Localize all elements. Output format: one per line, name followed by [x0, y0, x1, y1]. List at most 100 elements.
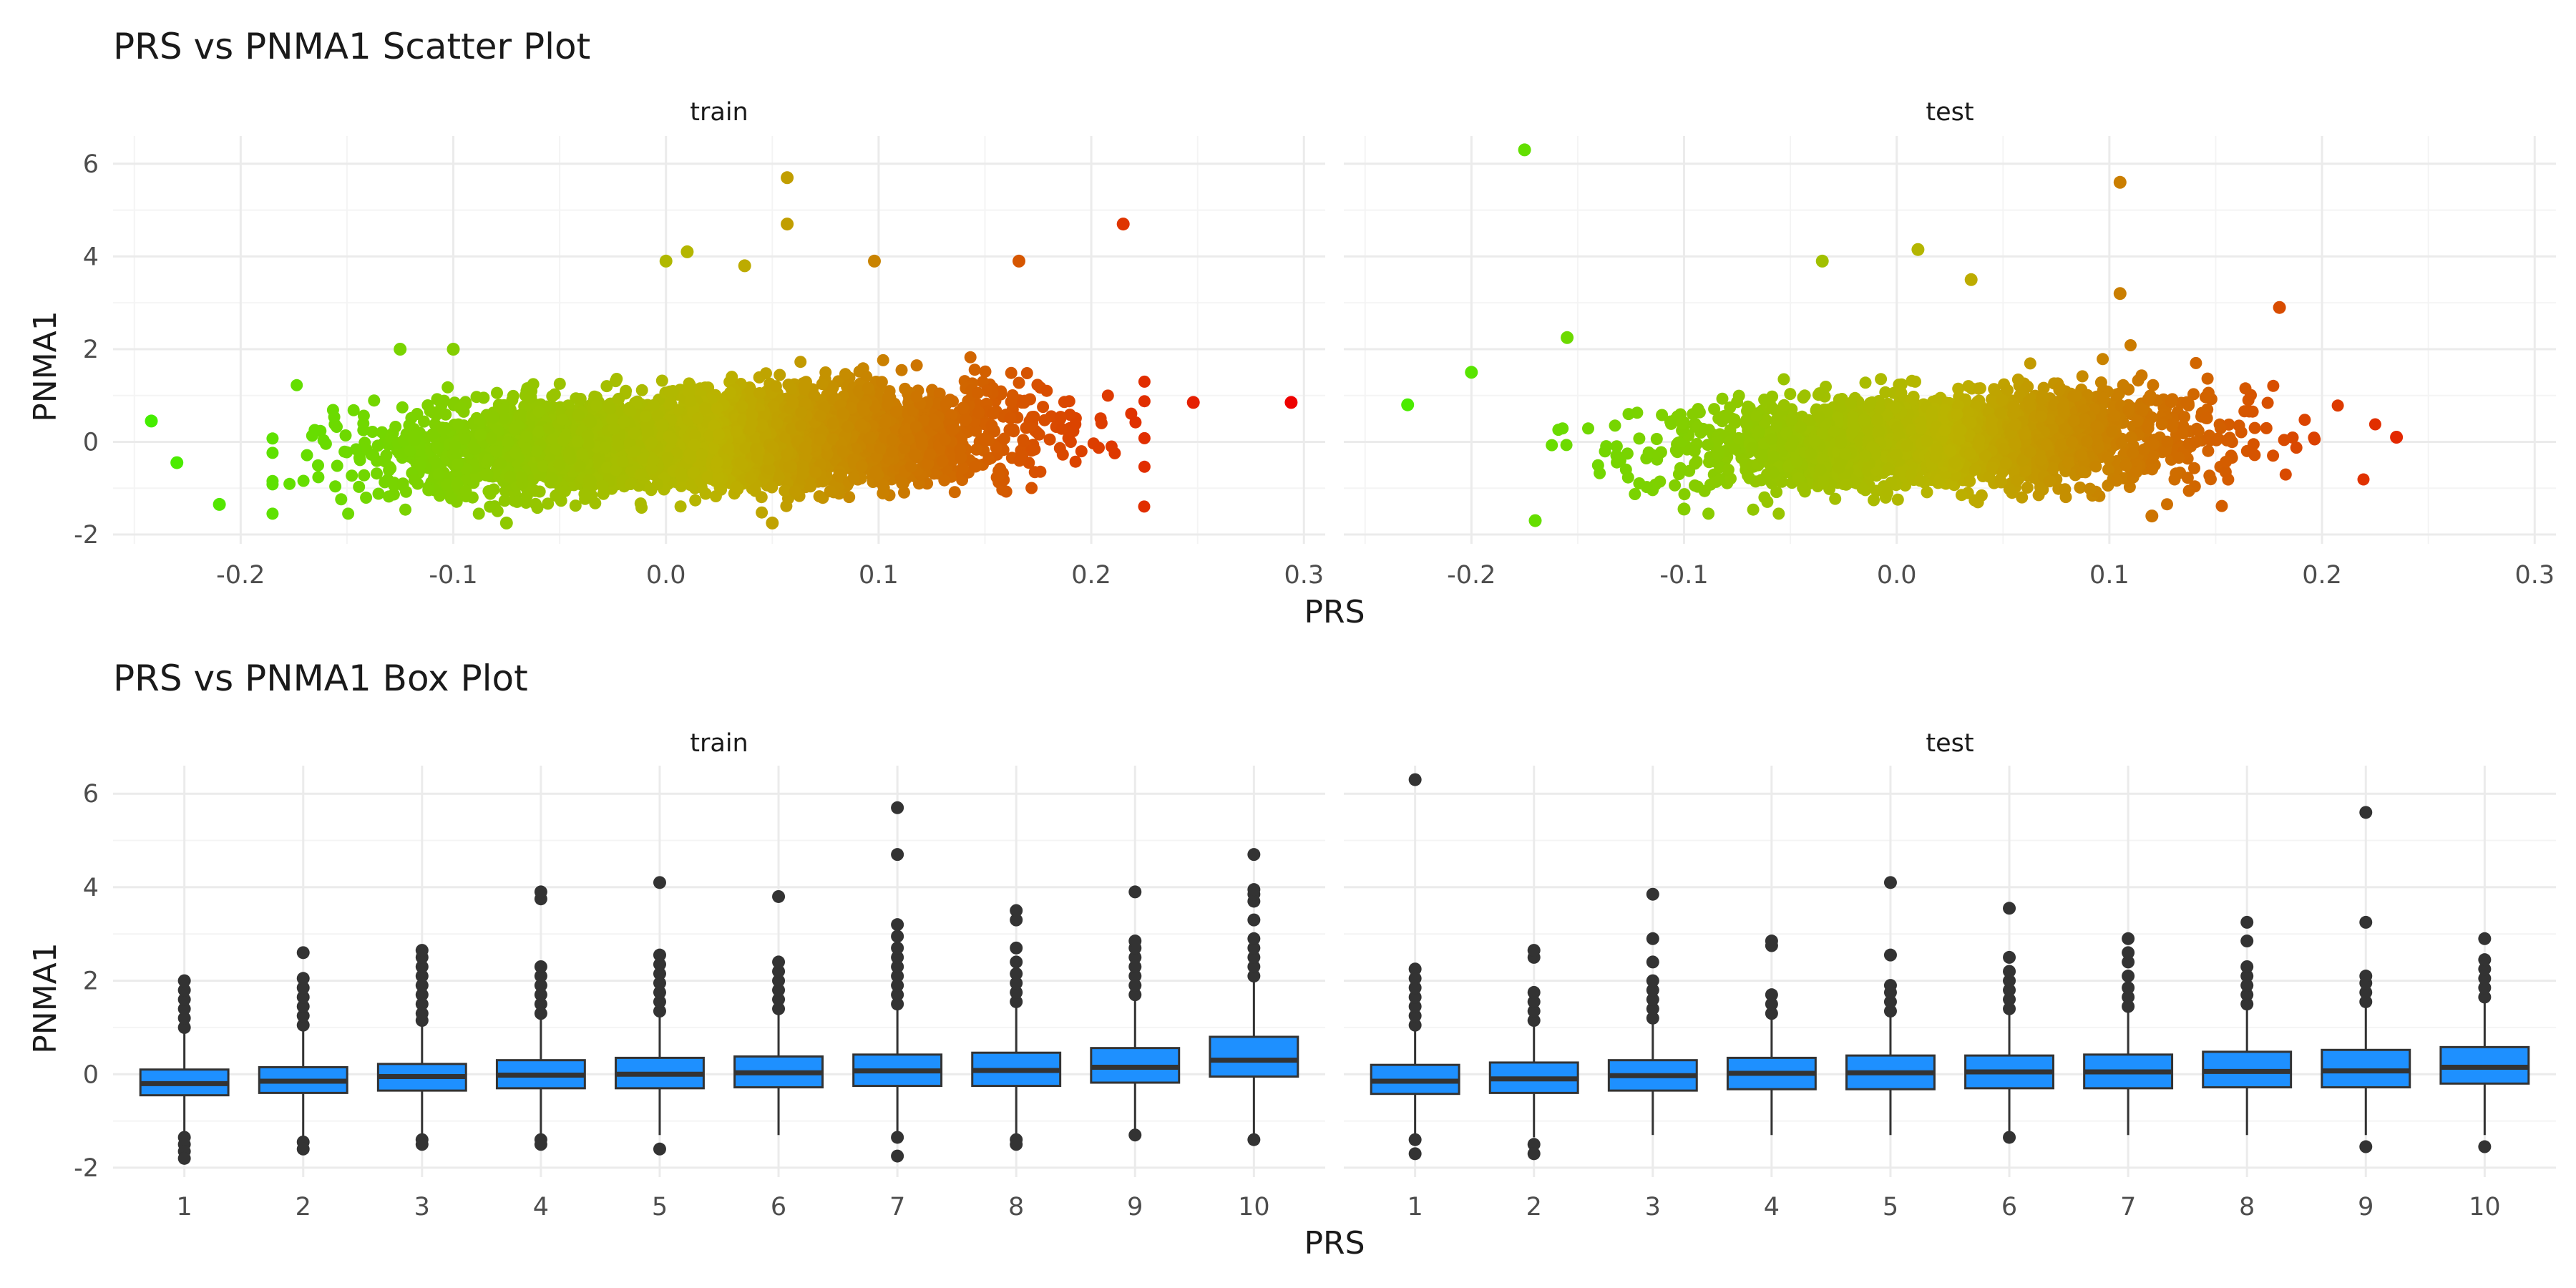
scatter-point [771, 417, 784, 430]
scatter-point [1095, 416, 1108, 429]
scatter-point [1008, 425, 1020, 438]
scatter-point [869, 465, 882, 478]
scatter-point [1017, 434, 1030, 447]
scatter-point [1033, 428, 1045, 441]
scatter-point [635, 502, 648, 514]
scatter-point [530, 444, 543, 457]
scatter-point [936, 454, 949, 467]
scatter-point [559, 484, 571, 497]
scatter-point [1138, 460, 1151, 473]
scatter-point [376, 426, 389, 439]
scatter-point [434, 489, 446, 502]
scatter-point [613, 392, 625, 405]
scatter-point [312, 471, 325, 484]
scatter-point [1138, 500, 1151, 513]
scatter-point [789, 485, 801, 498]
scatter-point [597, 487, 610, 499]
scatter-point [954, 443, 967, 456]
scatter-point [1138, 375, 1151, 388]
scatter-point [816, 378, 829, 391]
scatter-point [525, 391, 537, 404]
scatter-point [1069, 455, 1082, 468]
facet-label-train: train [690, 98, 748, 127]
scatter-point [403, 419, 416, 431]
scatter-point [978, 434, 991, 447]
scatter-point [454, 401, 467, 414]
scatter-point [964, 351, 977, 364]
scatter-point [371, 467, 383, 480]
scatter-point [772, 471, 785, 483]
scatter-point [683, 377, 696, 390]
scatter-point [1054, 411, 1067, 424]
scatter-point [1064, 436, 1077, 448]
scatter-point [422, 484, 435, 497]
scatter-point [382, 490, 395, 503]
scatter-point [813, 490, 826, 503]
scatter-point [1138, 395, 1151, 408]
scatter-point [331, 459, 343, 472]
scatter-point [509, 423, 522, 436]
scatter-point [319, 437, 332, 450]
scatter-point [347, 404, 360, 416]
scatter-point [498, 494, 511, 507]
scatter-point [353, 452, 366, 464]
scatter-point [910, 359, 923, 372]
scatter-point [301, 449, 313, 462]
scatter-point [569, 499, 582, 512]
scatter-point [890, 405, 902, 418]
scatter-point [491, 386, 503, 399]
scatter-point [877, 487, 889, 499]
scatter-point [1006, 389, 1019, 401]
scatter-point [924, 448, 937, 461]
scatter-point [329, 480, 342, 493]
scatter-point [723, 386, 736, 399]
scatter-point [985, 419, 998, 432]
scatter-point [689, 494, 702, 507]
scatter-point [346, 469, 358, 482]
scatter-point [472, 507, 485, 520]
scatter-point [283, 477, 296, 490]
scatter-point [809, 466, 822, 479]
scatter-point [342, 507, 355, 520]
scatter-point [511, 495, 524, 508]
scatter-point [1020, 367, 1033, 379]
scatter-point [957, 401, 970, 414]
scatter-point [982, 453, 995, 466]
scatter-point [774, 369, 786, 381]
scatter-title: PRS vs PNMA1 Scatter Plot [113, 26, 590, 67]
scatter-point [459, 484, 472, 497]
scatter-point [360, 492, 373, 504]
scatter-point [312, 459, 324, 472]
scatter-point [397, 434, 410, 447]
scatter-point [940, 398, 952, 411]
scatter-point [482, 485, 495, 497]
scatter-chart: PRS vs PNMA1 Scatter Plot train-0.2 -0.1 0… [27, 26, 2556, 630]
scatter-point [1037, 401, 1050, 414]
scatter-point [396, 477, 409, 490]
scatter-point [895, 364, 908, 376]
scatter-point [957, 462, 970, 474]
scatter-point [306, 429, 318, 442]
scatter-point [1075, 445, 1088, 458]
scatter-point [1105, 440, 1118, 453]
scatter-point [371, 439, 384, 452]
scatter-point [548, 388, 561, 401]
scatter-point [506, 394, 519, 406]
scatter-point [979, 365, 992, 378]
scatter-point [441, 381, 454, 394]
scatter-point [877, 353, 889, 366]
scatter-point [1025, 482, 1038, 494]
scatter-point [484, 500, 497, 513]
scatter-point [368, 394, 381, 407]
scatter-point [968, 364, 981, 376]
scatter-point [794, 356, 807, 369]
scatter-point [1129, 416, 1142, 429]
scatter-point [760, 367, 772, 380]
scatter-point [537, 459, 550, 472]
scatter-point [1101, 389, 1114, 402]
scatter-point [477, 391, 490, 404]
scatter-point [578, 487, 591, 500]
